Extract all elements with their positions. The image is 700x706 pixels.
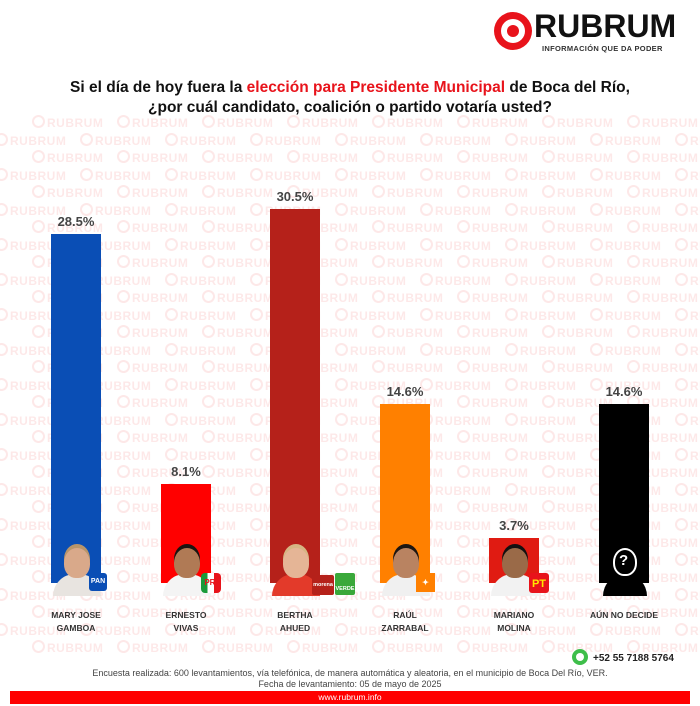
contact-phone: +52 55 7188 5764	[572, 649, 674, 665]
whatsapp-icon	[572, 649, 588, 665]
bar-value-label: 14.6%	[605, 383, 643, 399]
logo-wordmark: RUBRUM	[534, 8, 677, 44]
candidate-name: ERNESTO VIVAS	[165, 610, 207, 633]
candidate-photo	[161, 540, 213, 596]
candidate-photo	[270, 540, 322, 596]
bar-value-label: 3.7%	[499, 517, 529, 533]
chart-title: Si el día de hoy fuera la elección para …	[0, 78, 700, 118]
phone-number: +52 55 7188 5764	[593, 653, 674, 664]
survey-date: Fecha de levantamiento: 05 de mayo de 20…	[258, 679, 442, 689]
bar-value-label: 30.5%	[276, 189, 314, 204]
pri-logo-icon: PRI	[201, 573, 221, 593]
verde-logo-icon: VERDE	[335, 573, 355, 595]
pan-logo-icon: PAN	[89, 573, 107, 591]
mc-logo-icon: ✦	[416, 573, 435, 592]
candidate-photo	[489, 540, 541, 596]
logo-tagline: INFORMACIÓN QUE DA PODER	[542, 44, 663, 53]
candidate-name: BERTHA AHUED	[277, 610, 313, 633]
bar-3	[270, 209, 320, 583]
morena-logo-icon: morena	[312, 575, 334, 595]
title-pre: Si el día de hoy fuera la	[70, 79, 247, 96]
candidate-name: MARIANO MOLINA	[493, 610, 535, 633]
title-post: de Boca del Río,	[505, 79, 630, 96]
logo-dot-icon	[507, 25, 519, 37]
methodology-note: Encuesta realizada: 600 levantamientos, …	[92, 668, 608, 678]
candidate-name: MARY JOSE GAMBOA	[51, 610, 101, 633]
title-line-2: ¿por cuál candidato, coalición o partido…	[148, 99, 552, 116]
bar-value-label: 14.6%	[386, 383, 424, 399]
unknown-person-icon: ?	[599, 540, 651, 596]
bar-value-label: 8.1%	[171, 463, 201, 479]
pt-logo-icon: PT	[529, 573, 549, 593]
bar-value-label: 28.5%	[57, 213, 95, 229]
candidate-name: AÚN NO DECIDE	[589, 610, 658, 620]
title-highlight: elección para Presidente Municipal	[246, 79, 506, 96]
website-footer-bar: www.rubrum.info	[10, 691, 690, 704]
website-link[interactable]: www.rubrum.info	[318, 692, 382, 702]
bar-1	[51, 233, 101, 583]
title-line-1: Si el día de hoy fuera la elección para …	[0, 78, 700, 98]
candidate-name: RAÚL ZARRABAL	[381, 610, 429, 633]
rubrum-logo: RUBRUM INFORMACIÓN QUE DA PODER	[494, 8, 694, 53]
